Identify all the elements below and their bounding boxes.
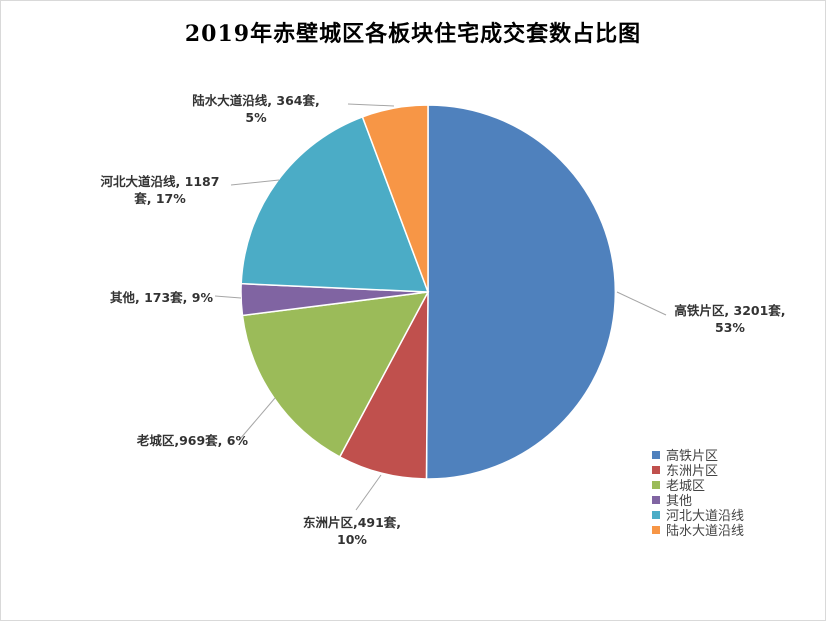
legend-label: 高铁片区 <box>666 449 719 464</box>
legend-label: 其他 <box>666 494 693 509</box>
legend-label: 东洲片区 <box>666 464 719 479</box>
legend-label: 老城区 <box>666 479 706 494</box>
data-label-2: 东洲片区,491套, 10% <box>303 515 401 547</box>
data-label-5: 河北大道沿线, 1187 套, 17% <box>101 174 220 206</box>
legend-item: 老城区 <box>652 477 744 494</box>
leader-line-2 <box>355 474 382 511</box>
leader-line-3 <box>239 397 276 440</box>
legend-swatch <box>652 450 660 459</box>
legend-swatch <box>652 525 660 534</box>
chart-title: 2019年赤壁城区各板块住宅成交套数占比图 <box>184 21 642 47</box>
legend-swatch <box>652 480 660 489</box>
pie-slice-6 <box>361 104 429 293</box>
data-label-4: 其他, 173套, 9% <box>110 290 213 305</box>
leader-line-1 <box>616 291 667 316</box>
leader-line-5 <box>230 179 280 186</box>
pie-slice-3 <box>241 291 430 458</box>
data-label-3: 老城区,969套, 6% <box>136 433 249 448</box>
legend-item: 高铁片区 <box>652 447 744 464</box>
legend-item: 东洲片区 <box>652 462 744 479</box>
legend-item: 河北大道沿线 <box>652 507 745 524</box>
legend-swatch <box>652 495 660 504</box>
legend-label: 陆水大道沿线 <box>666 524 745 539</box>
data-label-1: 高铁片区, 3201套, 53% <box>674 303 785 335</box>
legend-item: 陆水大道沿线 <box>652 522 745 539</box>
chart-legend: 高铁片区 东洲片区 老城区 其他 河北大道沿线 陆水大道沿线 <box>652 447 745 539</box>
leader-line-4 <box>214 295 242 299</box>
legend-swatch <box>652 465 660 474</box>
pie-slice-1 <box>425 104 617 480</box>
data-label-6: 陆水大道沿线, 364套, 5% <box>192 93 319 125</box>
legend-item: 其他 <box>652 492 744 509</box>
legend-label: 河北大道沿线 <box>666 509 745 524</box>
leader-line-6 <box>347 103 395 107</box>
legend-swatch <box>652 510 660 519</box>
pie-slice-5 <box>240 115 430 293</box>
